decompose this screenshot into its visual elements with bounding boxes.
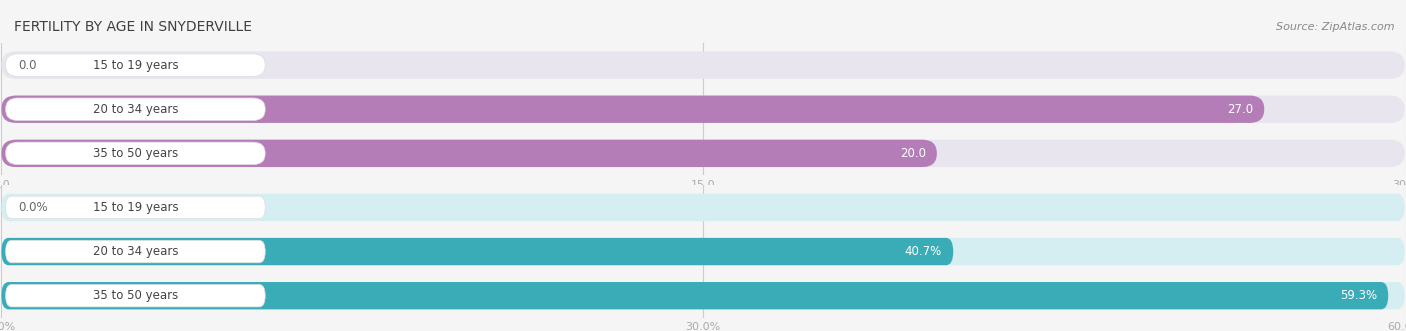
Text: Source: ZipAtlas.com: Source: ZipAtlas.com (1277, 22, 1395, 32)
Text: 0.0: 0.0 (18, 59, 37, 71)
Text: 0.0%: 0.0% (18, 201, 48, 214)
FancyBboxPatch shape (1, 238, 953, 265)
FancyBboxPatch shape (6, 240, 266, 263)
FancyBboxPatch shape (1, 282, 1388, 309)
FancyBboxPatch shape (6, 98, 266, 120)
Text: 20 to 34 years: 20 to 34 years (93, 245, 179, 258)
FancyBboxPatch shape (1, 238, 1405, 265)
Text: 35 to 50 years: 35 to 50 years (93, 289, 179, 302)
FancyBboxPatch shape (1, 51, 1405, 79)
Text: 15 to 19 years: 15 to 19 years (93, 59, 179, 71)
Text: 59.3%: 59.3% (1340, 289, 1376, 302)
Text: 27.0: 27.0 (1227, 103, 1253, 116)
FancyBboxPatch shape (1, 194, 1405, 221)
FancyBboxPatch shape (1, 140, 1405, 167)
Text: 20.0: 20.0 (900, 147, 925, 160)
Text: 15 to 19 years: 15 to 19 years (93, 201, 179, 214)
FancyBboxPatch shape (1, 96, 1405, 123)
FancyBboxPatch shape (6, 142, 266, 165)
FancyBboxPatch shape (1, 96, 1264, 123)
FancyBboxPatch shape (6, 54, 266, 76)
Text: FERTILITY BY AGE IN SNYDERVILLE: FERTILITY BY AGE IN SNYDERVILLE (14, 20, 252, 34)
Text: 35 to 50 years: 35 to 50 years (93, 147, 179, 160)
FancyBboxPatch shape (6, 284, 266, 307)
FancyBboxPatch shape (1, 282, 1405, 309)
FancyBboxPatch shape (1, 140, 936, 167)
FancyBboxPatch shape (6, 196, 266, 219)
Text: 40.7%: 40.7% (904, 245, 942, 258)
Text: 20 to 34 years: 20 to 34 years (93, 103, 179, 116)
